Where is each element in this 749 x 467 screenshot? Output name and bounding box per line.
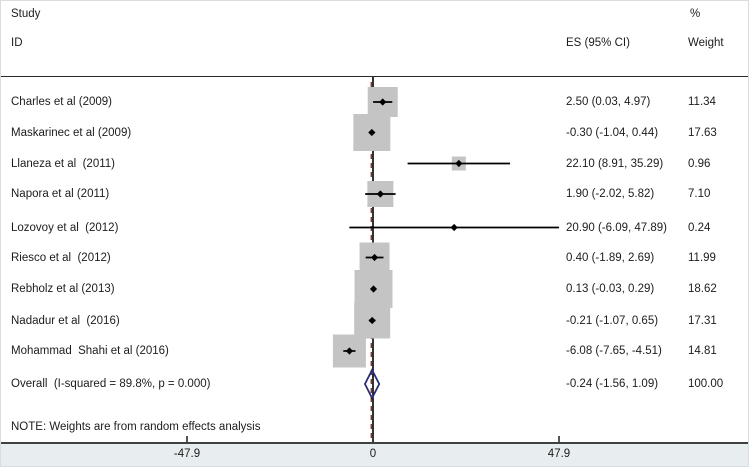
es-ci-header: ES (95% CI) [566,37,630,49]
es-value: 0.13 (-0.03, 0.29) [566,283,655,295]
es-value: 1.90 (-2.02, 5.82) [566,188,655,200]
weight-value: 17.63 [688,126,717,139]
percent-header: % [690,8,701,20]
header-separator-line [1,76,748,77]
study-header-line2: ID [11,37,23,49]
study-label: Rebholz et al (2013) [11,283,115,295]
point-estimate [376,190,384,198]
weight-value: 14.81 [688,345,717,357]
es-value: -0.30 (-1.04, 0.44) [566,126,659,139]
study-label: Charles et al (2009) [11,96,112,108]
study-label: Riesco et al (2012) [11,251,111,264]
weight-value: 11.99 [688,251,716,264]
es-value: 0.40 (-1.89, 2.69) [566,251,655,264]
es-value: -0.21 (-1.07, 0.65) [566,314,659,327]
weight-header: Weight [688,37,724,49]
point-estimate [450,223,458,232]
point-estimate [455,159,463,168]
study-label: Maskarinec et al (2009) [11,126,132,139]
study-label: Mohammad Shahi et al (2016) [11,345,169,357]
overall-es-value: -0.24 (-1.56, 1.09) [566,378,659,390]
point-estimate [368,128,376,137]
x-axis-line [1,441,748,444]
axis-background [1,444,748,466]
weight-value: 0.96 [688,157,711,170]
point-estimate [379,98,387,106]
es-value: 22.10 (8.91, 35.29) [566,157,664,170]
weight-value: 18.62 [688,283,717,295]
axis-tick-label: 0 [369,448,377,460]
point-estimate [370,253,379,262]
point-estimate [369,285,378,293]
weight-value: 17.31 [688,314,717,327]
point-estimate [368,316,376,325]
es-value: 20.90 (-6.09, 47.89) [566,221,668,234]
es-value: -6.08 (-7.65, -4.51) [566,345,662,357]
study-label: Napora et al (2011) [11,188,110,200]
note-text: NOTE: Weights are from random effects an… [11,421,261,433]
study-label: Lozovoy et al (2012) [11,221,119,234]
weight-value: 7.10 [688,188,711,200]
overall-weight-value: 100.00 [688,378,724,390]
overall-label: Overall (I-squared = 89.8%, p = 0.000) [11,378,211,390]
axis-tick-label: 47.9 [547,448,571,460]
es-value: 2.50 (0.03, 4.97) [566,96,651,108]
study-label: Llaneza et al (2011) [11,157,115,170]
point-estimate [345,347,353,355]
weight-value: 0.24 [688,221,711,234]
study-label: Nadadur et al (2016) [11,314,120,327]
weight-value: 11.34 [688,96,716,108]
axis-tick-label: -47.9 [173,448,201,460]
study-header-line1: Study [11,8,41,20]
overall-diamond [363,368,381,400]
